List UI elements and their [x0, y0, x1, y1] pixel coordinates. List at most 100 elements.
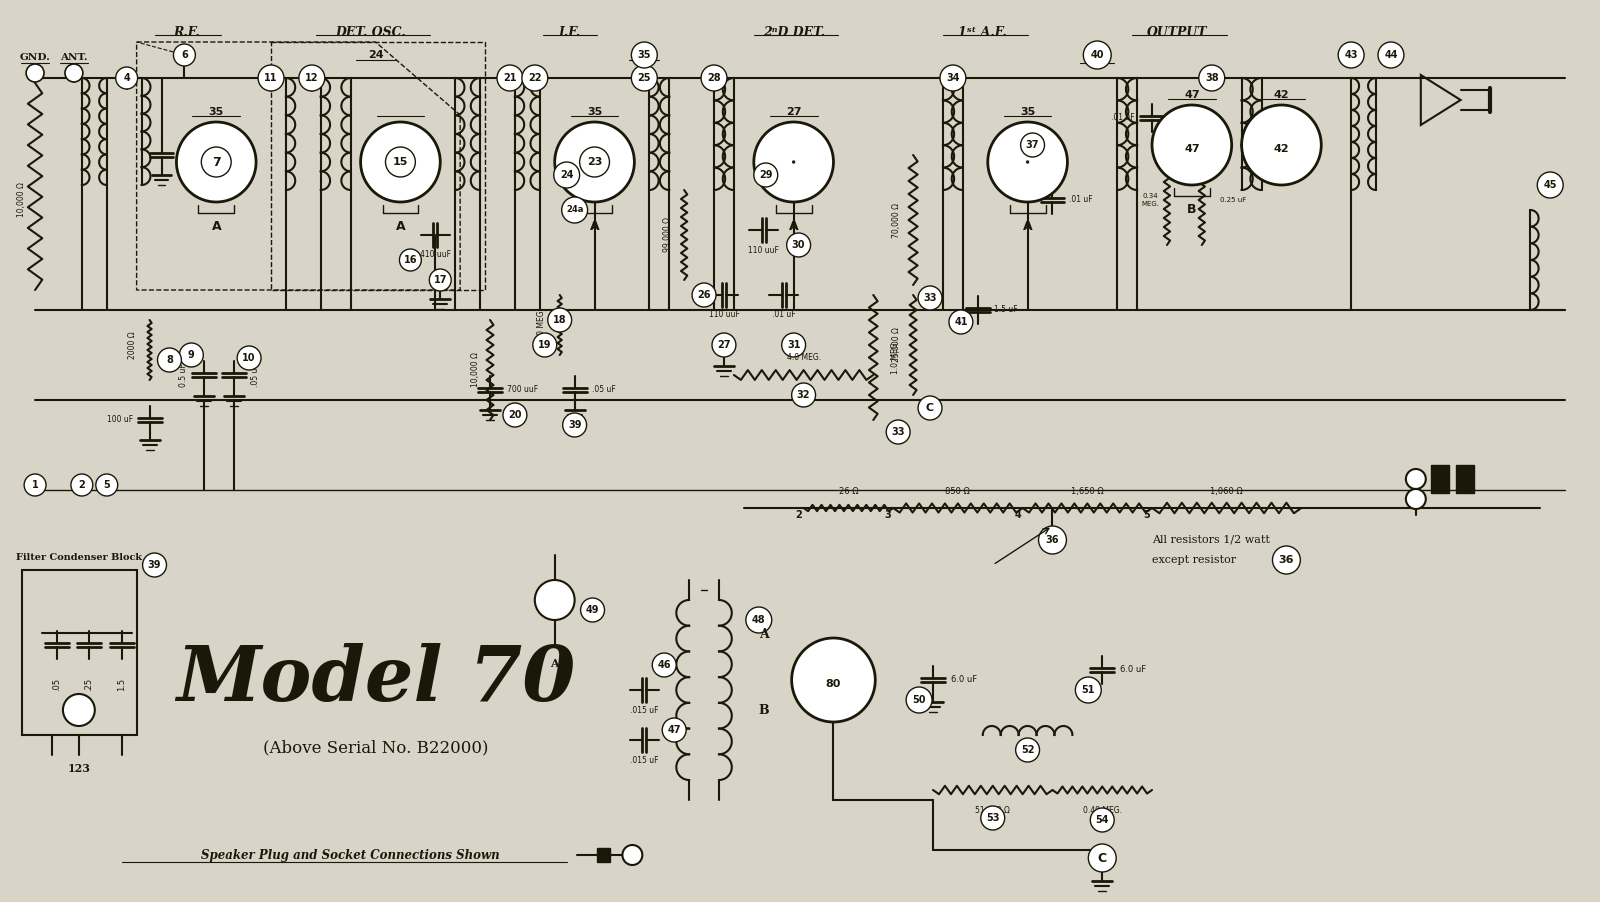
Circle shape	[563, 413, 587, 437]
Text: 33: 33	[891, 427, 906, 437]
Circle shape	[746, 607, 771, 633]
Text: 29: 29	[758, 170, 773, 180]
Circle shape	[115, 67, 138, 89]
Text: 47: 47	[1184, 144, 1200, 154]
Text: 40: 40	[1091, 50, 1104, 60]
Text: 24: 24	[560, 170, 573, 180]
Text: 24: 24	[368, 50, 384, 60]
Text: 6.0 uF: 6.0 uF	[1120, 666, 1146, 675]
Circle shape	[1538, 172, 1563, 198]
Circle shape	[498, 65, 523, 91]
Circle shape	[981, 806, 1005, 830]
Circle shape	[202, 147, 230, 177]
Text: A: A	[395, 220, 405, 233]
Circle shape	[360, 122, 440, 202]
Text: .05 uF: .05 uF	[251, 364, 261, 387]
Circle shape	[533, 333, 557, 357]
Text: .01 uF: .01 uF	[1112, 114, 1134, 123]
Text: 35: 35	[637, 50, 651, 60]
Text: 52: 52	[1021, 745, 1034, 755]
Text: 410 uuF: 410 uuF	[419, 250, 451, 259]
Text: 47: 47	[667, 725, 682, 735]
Text: B: B	[1187, 203, 1197, 216]
Text: 16: 16	[403, 255, 418, 265]
Text: A: A	[211, 220, 221, 233]
Text: DET. OSC.: DET. OSC.	[334, 25, 406, 39]
Circle shape	[1021, 133, 1045, 157]
Circle shape	[173, 44, 195, 66]
Text: 47: 47	[1184, 90, 1200, 100]
Circle shape	[987, 122, 1067, 202]
Text: 53: 53	[986, 813, 1000, 823]
Text: 35: 35	[587, 107, 602, 117]
Text: 35: 35	[208, 107, 224, 117]
Text: .25: .25	[85, 678, 93, 691]
Circle shape	[1272, 546, 1301, 574]
Circle shape	[1027, 161, 1029, 163]
Text: 46: 46	[658, 660, 670, 670]
Text: 2ⁿD DET.: 2ⁿD DET.	[763, 25, 824, 39]
Text: 7: 7	[211, 155, 221, 169]
Bar	[22, 570, 136, 735]
Text: 49: 49	[586, 605, 600, 615]
Text: 4.0 MEG.: 4.0 MEG.	[787, 353, 821, 362]
Circle shape	[1242, 105, 1322, 185]
Text: .05: .05	[53, 678, 61, 691]
Text: 35: 35	[1019, 107, 1035, 117]
Text: 24a: 24a	[566, 206, 584, 215]
Text: 80: 80	[826, 679, 842, 689]
Text: 6: 6	[181, 50, 187, 60]
Text: 43: 43	[1344, 50, 1358, 60]
Text: except resistor: except resistor	[1152, 555, 1237, 565]
Text: 36: 36	[1278, 555, 1294, 565]
Text: 48: 48	[752, 615, 766, 625]
Text: 32: 32	[797, 390, 810, 400]
Circle shape	[237, 346, 261, 370]
Circle shape	[701, 65, 726, 91]
Circle shape	[1198, 65, 1224, 91]
Text: 34: 34	[946, 73, 960, 83]
Text: 38: 38	[1205, 73, 1219, 83]
Text: 11: 11	[264, 73, 278, 83]
Text: 10,000 Ω: 10,000 Ω	[470, 353, 480, 388]
Text: B: B	[758, 704, 770, 716]
Text: 10,000 Ω: 10,000 Ω	[16, 182, 26, 217]
Text: 0.5 uF: 0.5 uF	[179, 364, 189, 387]
Text: 37: 37	[1026, 140, 1040, 150]
Text: 110 uuF: 110 uuF	[749, 246, 779, 255]
Circle shape	[547, 308, 571, 332]
Text: 5: 5	[1144, 510, 1150, 520]
Circle shape	[949, 310, 973, 334]
Text: 21: 21	[502, 73, 517, 83]
Text: 42: 42	[1274, 144, 1290, 154]
Text: 2: 2	[795, 510, 802, 520]
Circle shape	[66, 64, 83, 82]
Text: 33: 33	[923, 293, 936, 303]
Text: .015 uF: .015 uF	[630, 706, 659, 715]
Circle shape	[939, 65, 966, 91]
Text: 42: 42	[1274, 90, 1290, 100]
Text: 27: 27	[717, 340, 731, 350]
Circle shape	[579, 147, 610, 177]
Circle shape	[906, 687, 933, 713]
Circle shape	[554, 162, 579, 188]
Text: 0.25 uF: 0.25 uF	[1219, 197, 1246, 203]
Bar	[1456, 465, 1474, 493]
Text: 10: 10	[242, 353, 256, 363]
Text: A: A	[789, 220, 798, 233]
Text: 18: 18	[554, 315, 566, 325]
Circle shape	[693, 283, 715, 307]
Circle shape	[179, 343, 203, 367]
Text: 15: 15	[392, 157, 408, 167]
Circle shape	[754, 163, 778, 187]
Bar	[597, 848, 611, 862]
Circle shape	[258, 65, 283, 91]
Text: 850 Ω: 850 Ω	[946, 487, 970, 496]
Text: All resistors 1/2 watt: All resistors 1/2 watt	[1152, 535, 1270, 545]
Text: 70,000 Ω: 70,000 Ω	[891, 203, 901, 237]
Text: 25: 25	[637, 73, 651, 83]
Text: C: C	[926, 403, 934, 413]
Text: 23: 23	[587, 157, 602, 167]
Circle shape	[1075, 677, 1101, 703]
Circle shape	[622, 845, 642, 865]
